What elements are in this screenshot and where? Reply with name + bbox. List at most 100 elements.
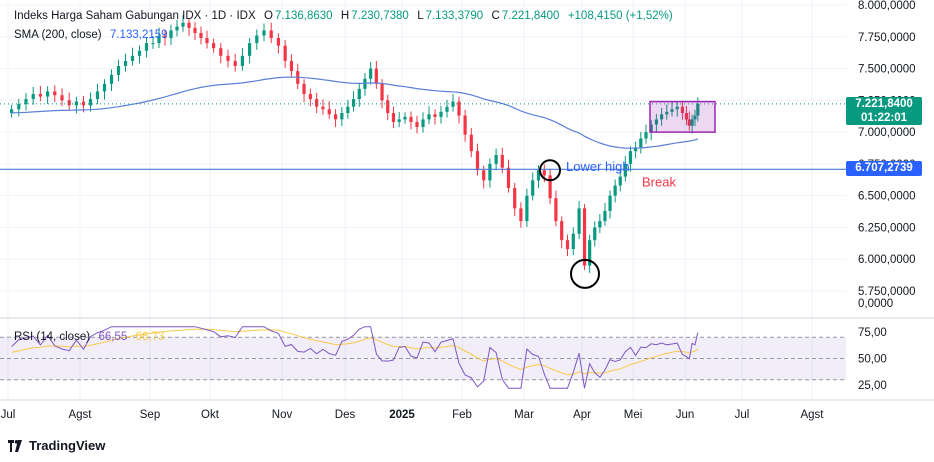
candle-body xyxy=(391,113,396,122)
candle-body xyxy=(613,185,617,196)
candle-body xyxy=(639,138,643,148)
candle-body xyxy=(565,240,570,250)
price-axis-label: 6.500,0000 xyxy=(858,191,916,203)
candle-body xyxy=(670,109,674,112)
price-axis-zero-label: 0,0000 xyxy=(858,298,893,310)
candle-body xyxy=(571,233,575,250)
level-line-value: 6.707,2739 xyxy=(855,162,913,174)
candle-body xyxy=(649,124,653,133)
candle-body xyxy=(536,170,541,181)
candle-body xyxy=(163,35,167,39)
close-label: C xyxy=(491,10,500,22)
candle-body xyxy=(598,221,602,228)
candle-body xyxy=(665,111,669,115)
time-axis-label: Feb xyxy=(452,409,472,421)
candle-body xyxy=(60,95,64,101)
candle-body xyxy=(623,163,627,177)
tradingview-logo[interactable]: TradingView xyxy=(8,438,105,453)
candle-body xyxy=(302,83,306,94)
candle-body xyxy=(548,175,552,199)
candle-body xyxy=(660,114,664,120)
candle-body xyxy=(31,93,35,100)
rsi-legend[interactable]: RSI (14, close) 66,55 66,73 xyxy=(14,331,166,343)
time-axis-label: Agst xyxy=(800,409,824,421)
candle-body xyxy=(588,240,592,266)
candle-body xyxy=(603,210,607,222)
time-axis-label: Okt xyxy=(201,409,220,421)
close-value: 7.221,8400 xyxy=(501,10,560,22)
candle-body xyxy=(608,195,612,211)
candle-body xyxy=(157,35,161,44)
rsi-label: RSI (14, close) xyxy=(14,331,91,343)
candle-body xyxy=(333,114,338,120)
time-axis-label: Jul xyxy=(735,409,750,421)
rsi-pane: 75,00 50,00 25,00 xyxy=(0,326,887,392)
candle-body xyxy=(283,45,287,61)
low-marker xyxy=(570,258,600,289)
candle-body xyxy=(457,101,461,116)
candle-body xyxy=(321,106,325,110)
level-line-tag: 6.707,2739 xyxy=(846,161,922,176)
high-value: 7.230,7380 xyxy=(351,10,409,22)
rsi-axis-label: 75,00 xyxy=(858,327,887,339)
time-axis-label: Apr xyxy=(573,409,591,421)
candle-body xyxy=(560,221,564,241)
symbol-title[interactable]: Indeks Harga Saham Gabungan IDX · 1D · I… xyxy=(14,10,256,22)
candle-body xyxy=(506,167,511,189)
candle-body xyxy=(276,38,280,46)
break-label: Break xyxy=(642,174,676,189)
candle-body xyxy=(618,176,622,186)
candle-body xyxy=(116,66,121,75)
candle-body xyxy=(475,151,480,171)
sma-line xyxy=(11,76,698,149)
candle-body xyxy=(687,119,691,126)
price-axis-label: 7.000,0000 xyxy=(858,127,916,139)
candle-body xyxy=(327,109,331,115)
low-value: 7.133,3790 xyxy=(425,10,484,22)
lower-high-label: Lower high xyxy=(566,159,630,174)
price-axis-label: 7.750,0000 xyxy=(858,32,916,44)
candle-body xyxy=(226,55,230,61)
candle-body xyxy=(463,115,467,135)
candle-body xyxy=(144,43,149,51)
time-axis-label: Mar xyxy=(514,409,534,421)
candle-body xyxy=(494,154,498,164)
candle-body xyxy=(269,30,273,39)
candle-body xyxy=(403,116,407,120)
time-axis-label: Mei xyxy=(624,409,643,421)
candle-body xyxy=(46,91,50,97)
horizontal-gridlines xyxy=(0,4,846,292)
time-axis-label: Agst xyxy=(68,409,92,421)
rsi-ma-value: 66,73 xyxy=(135,331,165,343)
main-legend: Indeks Harga Saham Gabungan IDX · 1D · I… xyxy=(14,10,675,22)
tradingview-icon xyxy=(8,439,24,452)
time-axis-label: 2025 xyxy=(389,409,415,421)
candle-body xyxy=(380,83,384,101)
candle-body xyxy=(130,55,135,61)
candle-body xyxy=(262,30,266,36)
high-label: H xyxy=(340,10,350,22)
candle-body xyxy=(205,38,209,44)
candle-body xyxy=(445,106,449,112)
rsi-line xyxy=(11,326,699,389)
candle-body xyxy=(397,119,401,122)
candle-body xyxy=(593,227,597,241)
price-axis-label: 5.750,0000 xyxy=(858,286,916,298)
candle-body xyxy=(690,119,694,126)
candle-body xyxy=(181,22,185,27)
candle-body xyxy=(255,35,259,44)
time-axis-label: Des xyxy=(335,409,356,421)
candle-body xyxy=(233,60,237,67)
time-axis-label: Sep xyxy=(140,409,160,421)
countdown-value: 01:22:01 xyxy=(860,112,908,124)
candle-body xyxy=(109,74,114,84)
candle-body xyxy=(123,60,128,67)
time-axis-label: Jul xyxy=(1,409,16,421)
rsi-axis-label: 25,00 xyxy=(858,380,887,392)
sma-legend[interactable]: SMA (200, close) 7.133,2159 xyxy=(14,29,170,41)
candle-body xyxy=(95,91,100,100)
price-axis-label: 6.250,0000 xyxy=(858,222,916,234)
candle-body xyxy=(531,180,535,196)
candle-body xyxy=(102,83,107,92)
candle-body xyxy=(386,100,390,114)
